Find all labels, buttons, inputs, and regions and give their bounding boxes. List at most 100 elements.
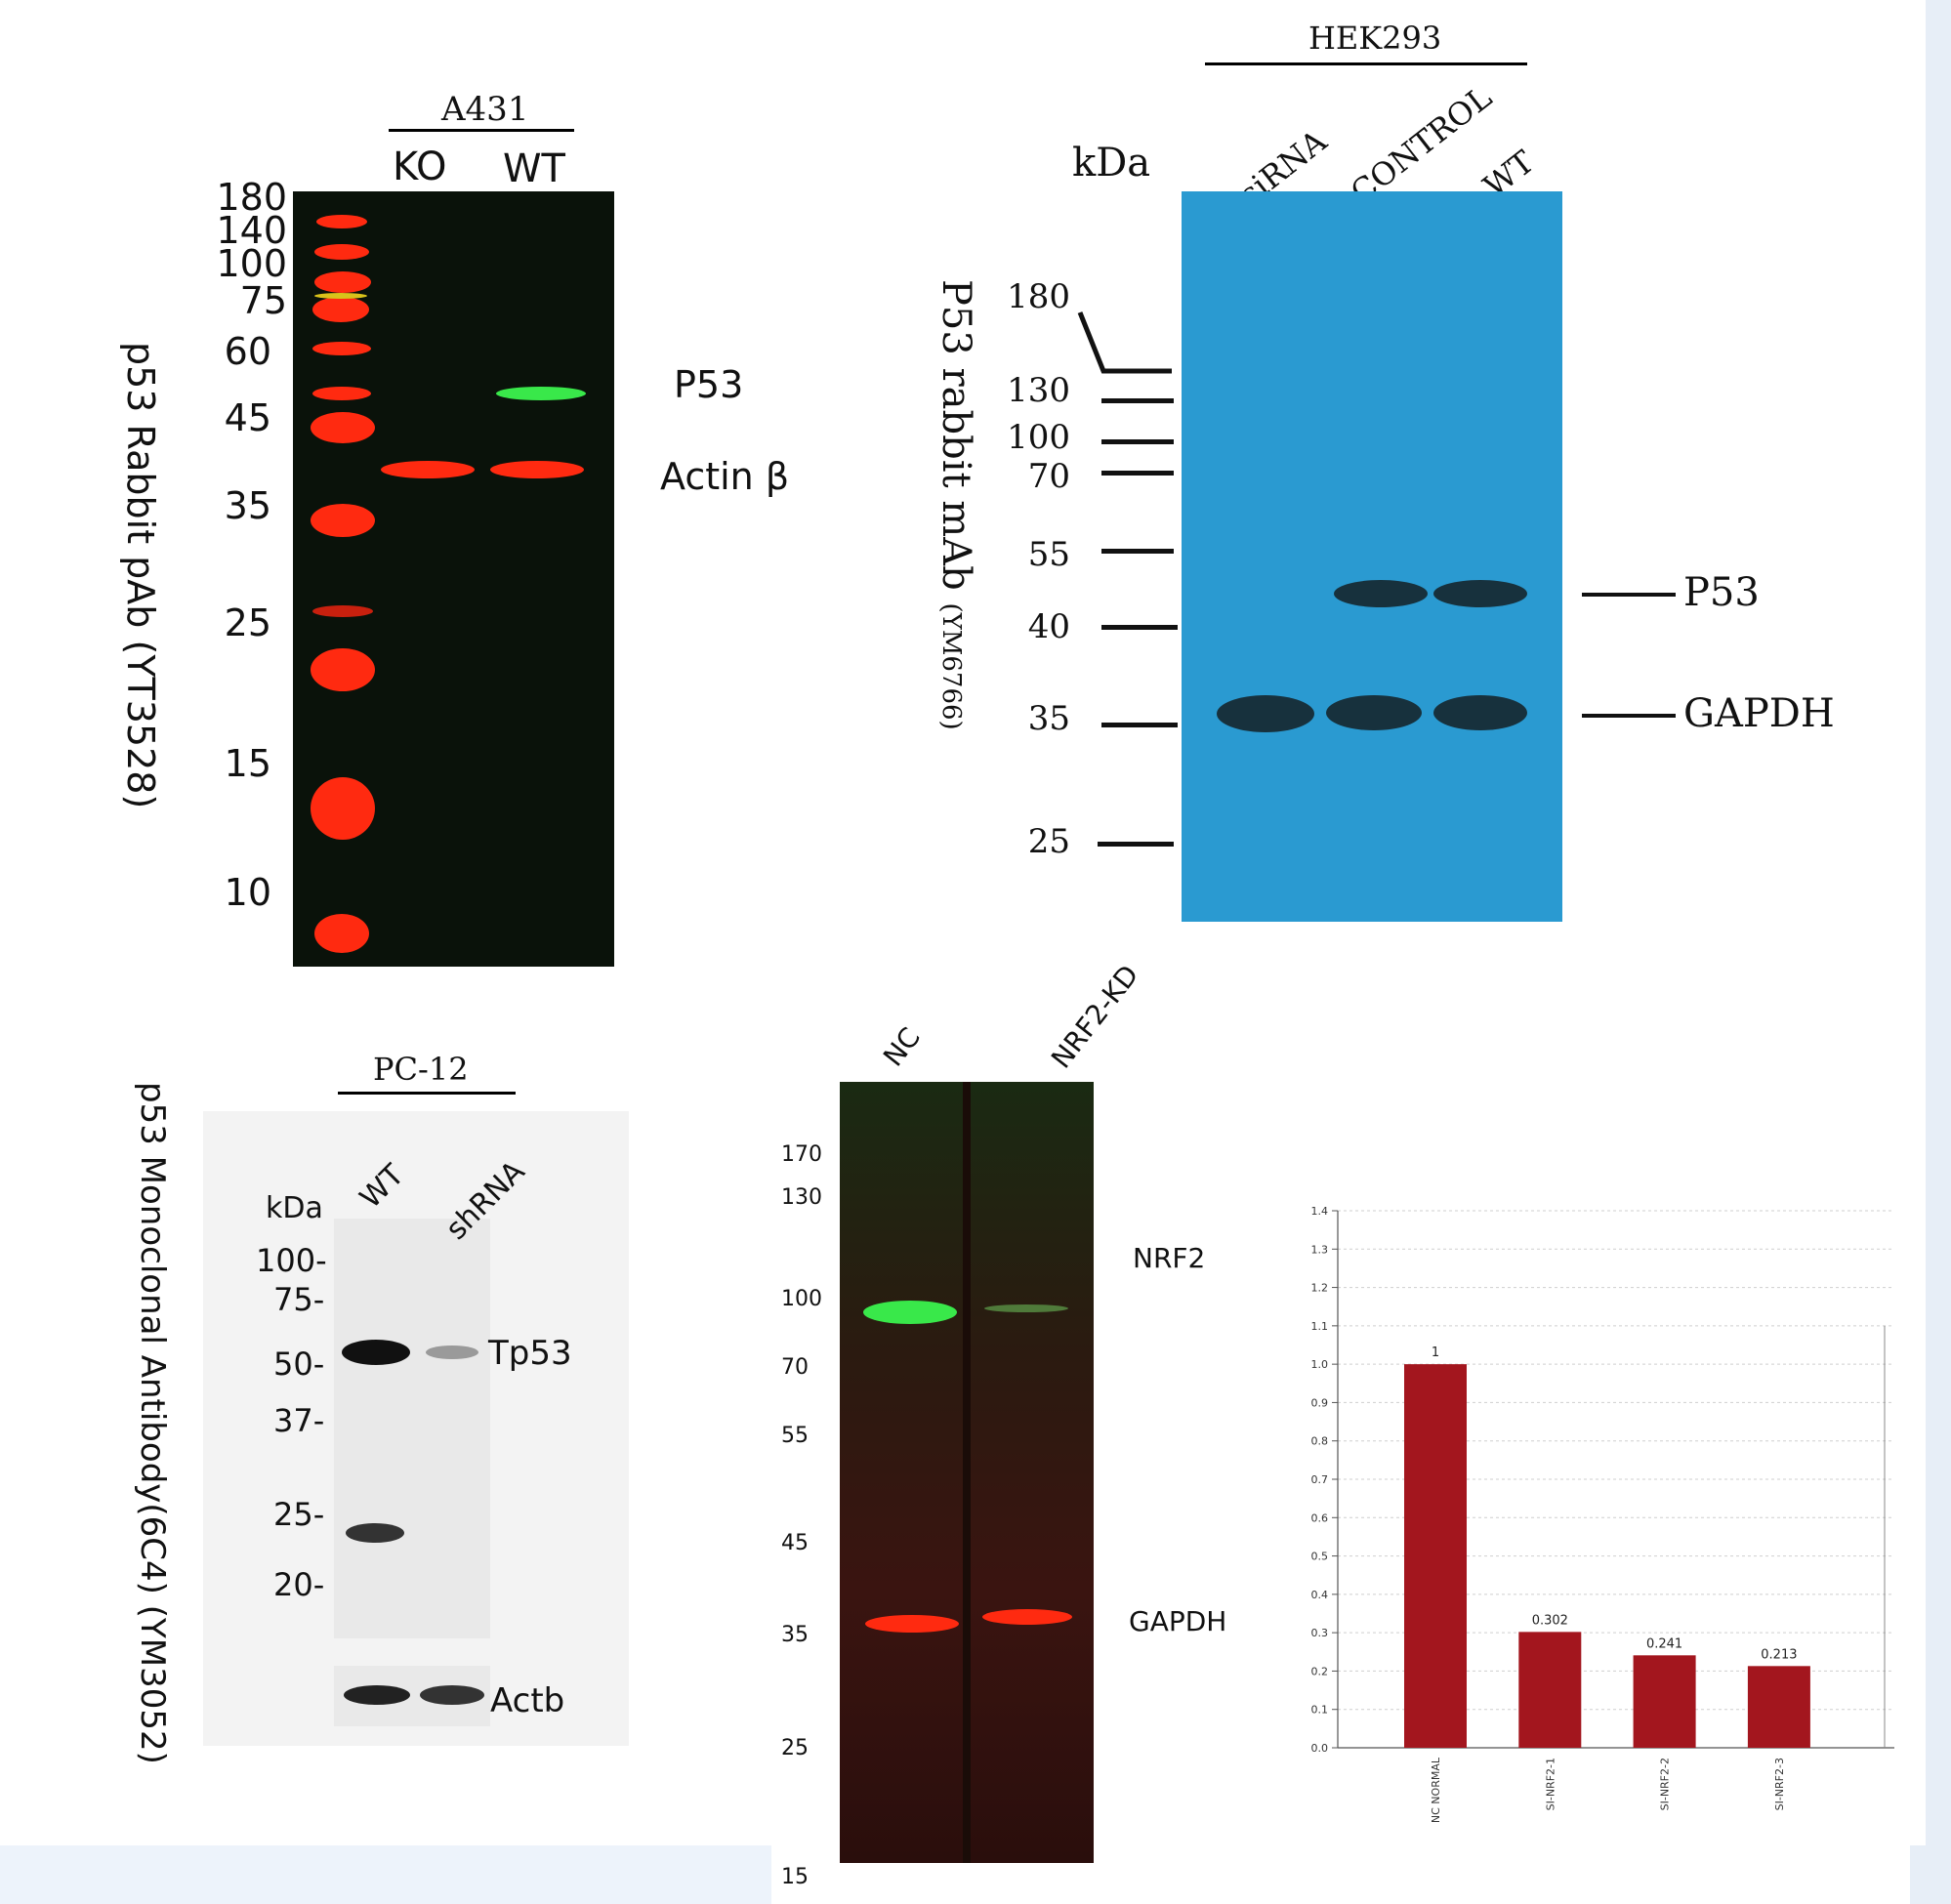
panel-c-marker: 75- [273, 1281, 325, 1318]
panel-c-antibody-label: p53 Monoclonal Antibody(6C4) (YM3052) [133, 1082, 172, 1764]
panel-a-band-p53: P53 [674, 363, 744, 406]
panel-a-marker: 15 [224, 742, 271, 785]
chart-y-tick-label: 0.5 [1311, 1551, 1329, 1563]
panel-c-marker: 20- [273, 1566, 325, 1603]
panel-c-lane-area [334, 1219, 490, 1638]
panel-d-marker: 100 [781, 1287, 822, 1311]
chart-data-label: 0.241 [1646, 1636, 1682, 1651]
panel-c-actb-band-wt [344, 1685, 410, 1705]
chart-category-label: SI-NRF2-2 [1659, 1758, 1672, 1810]
panel-d-marker: 130 [781, 1185, 822, 1210]
chart-y-tick-label: 0.3 [1311, 1627, 1329, 1639]
chart-category-label: NC NORMAL [1430, 1757, 1442, 1823]
ladder-band [311, 777, 375, 840]
chart-y-tick-label: 0.2 [1311, 1665, 1329, 1677]
panel-d-lane-nc: NC [877, 1021, 927, 1073]
panel-b-marker-line [1098, 842, 1174, 847]
panel-d-marker: 35 [781, 1623, 809, 1647]
panel-c-blot [203, 1111, 629, 1746]
ladder-band [312, 387, 371, 400]
ladder-band [314, 914, 369, 953]
panel-c-marker: 100- [256, 1242, 327, 1279]
panel-d-marker: 15 [781, 1865, 809, 1889]
panel-a-marker: 75 [239, 279, 287, 322]
panel-d-band-nrf2: NRF2 [1133, 1242, 1206, 1274]
chart-data-label: 0.302 [1532, 1613, 1568, 1628]
panel-b-band-gapdh: GAPDH [1683, 691, 1835, 736]
panel-d-lane-gap [963, 1082, 971, 1863]
right-border-strip [1926, 0, 1951, 1904]
panel-b-marker: 35 [1027, 699, 1070, 738]
panel-c-tp53-band-wt [342, 1340, 410, 1365]
panel-a-marker: 140 [216, 209, 287, 252]
panel-b-marker-line [1101, 398, 1174, 403]
panel-a-actin-band-wt [490, 461, 584, 478]
panel-d-band-gapdh: GAPDH [1129, 1605, 1227, 1637]
chart-y-tick-label: 0.4 [1311, 1589, 1329, 1601]
panel-a-marker: 180 [216, 176, 287, 219]
panel-a-band-actin: Actin β [660, 455, 790, 498]
chart-y-tick-label: 1.1 [1311, 1320, 1329, 1333]
panel-a-gel [293, 191, 614, 967]
panel-b-p53-band-control [1334, 580, 1428, 607]
chart-y-tick-label: 1.3 [1311, 1243, 1329, 1256]
ladder-band [312, 605, 373, 617]
panel-d-marker: 70 [781, 1355, 809, 1380]
panel-c-marker: 25- [273, 1496, 325, 1533]
chart-bar [1633, 1655, 1696, 1748]
ladder-band [311, 412, 375, 443]
panel-c-tp53-band-shrna [426, 1345, 478, 1359]
panel-a-marker: 35 [224, 484, 271, 527]
panel-a-lane-wt: WT [503, 146, 565, 191]
ladder-band [314, 271, 371, 293]
panel-c-25-band-wt [346, 1523, 404, 1543]
panel-b-gapdh-band-control [1326, 695, 1422, 730]
panel-b-antibody-main: P53 rabbit mAb [934, 279, 978, 591]
ladder-band [314, 244, 369, 260]
panel-b-marker: 40 [1027, 607, 1070, 646]
panel-b-gapdh-band-wt [1433, 695, 1527, 730]
ladder-band [316, 215, 367, 228]
panel-b-marker-line [1101, 471, 1174, 476]
panel-b-marker: 100 [1007, 418, 1070, 457]
chart-y-tick-label: 1.2 [1311, 1282, 1329, 1295]
chart-data-label: 0.213 [1761, 1647, 1797, 1662]
chart-y-tick-label: 0.8 [1311, 1435, 1329, 1448]
panel-c-actb-band-shrna [420, 1685, 484, 1705]
panel-b-marker-line [1101, 549, 1174, 554]
panel-d-marker: 170 [781, 1142, 822, 1167]
panel-d-gapdh-band-nc [865, 1615, 959, 1633]
panel-b-marker-line [1101, 723, 1178, 727]
panel-b-marker-line [1101, 625, 1178, 630]
panel-b-p53-band-wt [1433, 580, 1527, 607]
ladder-band [312, 342, 371, 355]
chart-y-tick-label: 0.6 [1311, 1511, 1329, 1524]
panel-b-marker: 180 [1007, 277, 1070, 316]
ladder-band-yellow [314, 293, 367, 299]
panel-c-unit: kDa [266, 1191, 323, 1225]
chart-bar [1518, 1632, 1582, 1748]
bottom-right-border-strip [1910, 1845, 1951, 1904]
panel-a-group-bar [389, 129, 574, 132]
chart-y-tick-label: 0.0 [1311, 1742, 1329, 1755]
panel-b-gapdh-band-sirna [1217, 695, 1314, 732]
chart-bar [1404, 1364, 1467, 1748]
panel-a-actin-band-ko [381, 461, 475, 478]
panel-b-antibody-code: (YM6766) [936, 602, 966, 730]
panel-d-nrf2-band-kd [984, 1304, 1068, 1312]
panel-d-marker: 45 [781, 1531, 809, 1555]
panel-b-band-p53: P53 [1683, 570, 1760, 615]
panel-d-gel [840, 1082, 1094, 1863]
panel-d-gapdh-band-kd [982, 1609, 1072, 1625]
panel-d-nrf2-band-nc [863, 1301, 957, 1324]
chart-y-tick-label: 1.0 [1311, 1358, 1329, 1371]
panel-b-marker: 70 [1027, 457, 1070, 496]
bottom-border-strip [0, 1845, 771, 1904]
panel-b-antibody-label: P53 rabbit mAb (YM6766) [934, 279, 978, 730]
panel-b-gapdh-pointer [1582, 714, 1676, 718]
panel-a-marker: 10 [224, 871, 271, 914]
panel-b-membrane [1182, 191, 1562, 922]
chart-y-tick-label: 0.9 [1311, 1396, 1329, 1409]
panel-e-bar-chart: 0.0 0.1 0.2 0.3 0.4 0.5 0.6 0.7 0.8 0.9 1.0 1.1 1.2 1… [1269, 1196, 1914, 1870]
panel-b-180-leader [1077, 311, 1172, 374]
